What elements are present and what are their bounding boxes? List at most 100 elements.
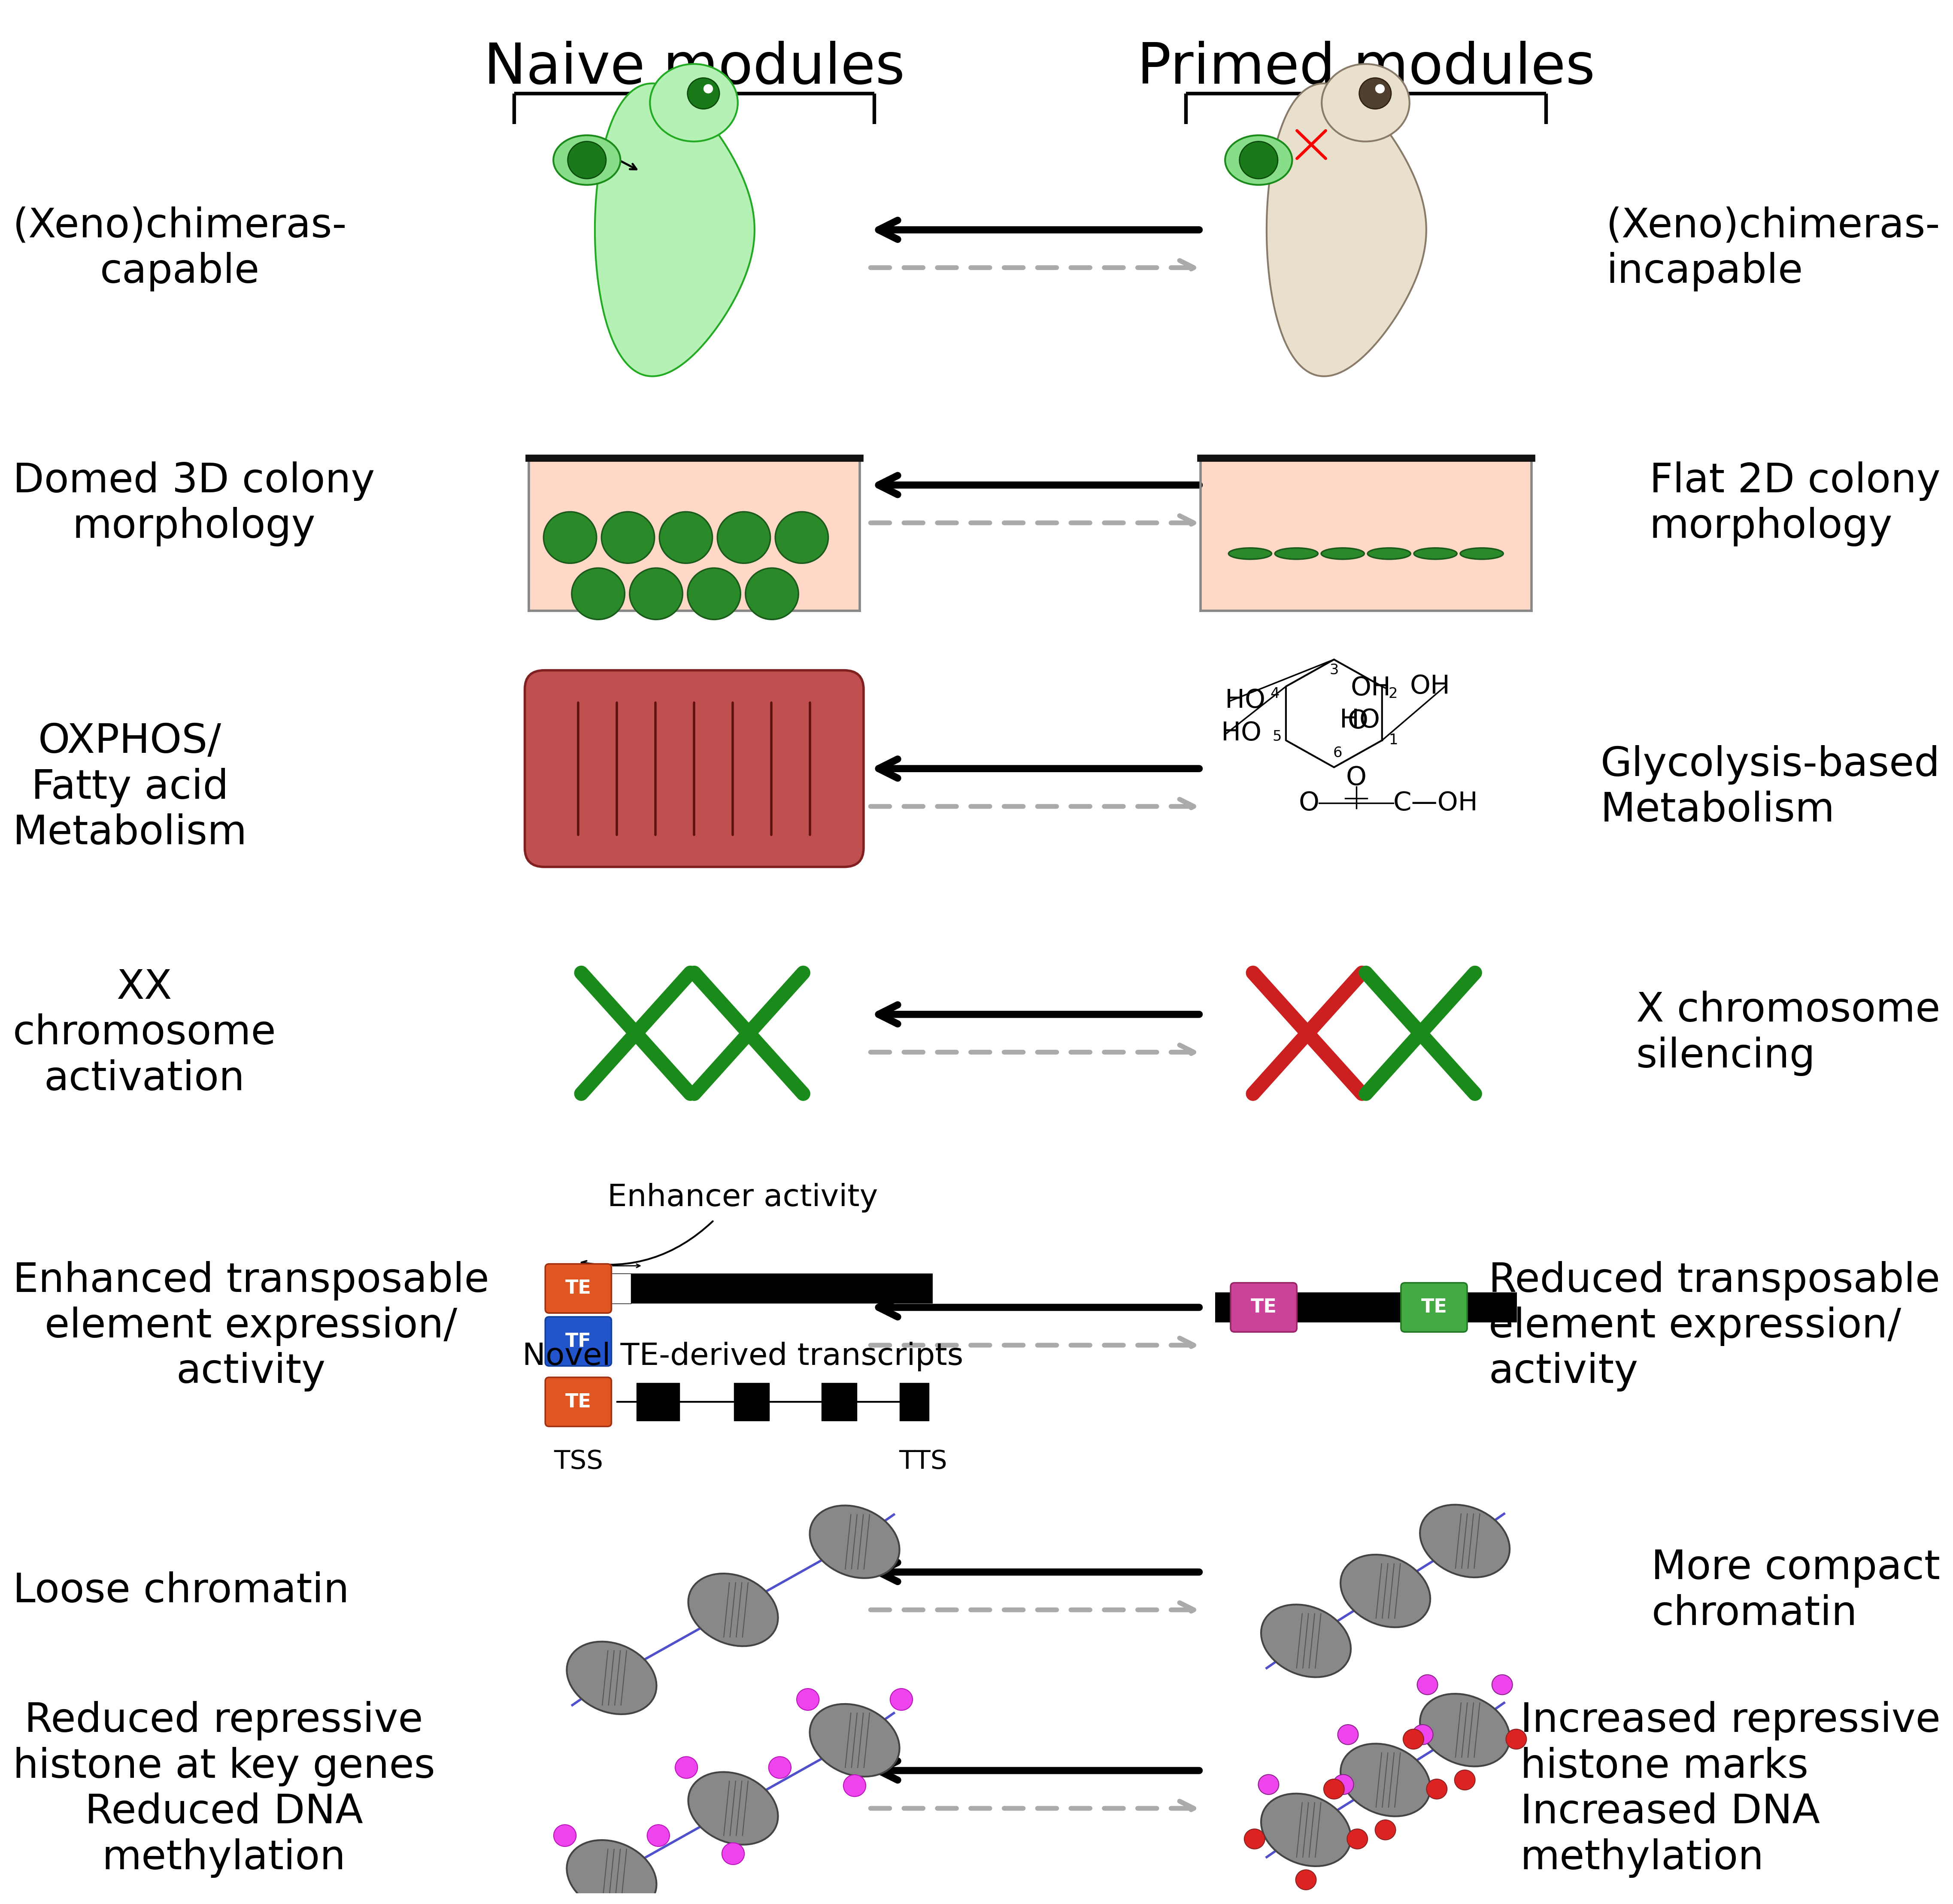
Text: OXPHOS/
Fatty acid
Metabolism: OXPHOS/ Fatty acid Metabolism	[14, 722, 248, 853]
Ellipse shape	[1262, 1794, 1351, 1866]
Circle shape	[1492, 1676, 1512, 1695]
Bar	[822, 1382, 857, 1420]
Text: HO: HO	[1340, 708, 1381, 733]
Text: TSS: TSS	[553, 1449, 603, 1474]
Ellipse shape	[566, 1641, 656, 1714]
Text: (Xeno)chimeras-
capable: (Xeno)chimeras- capable	[14, 206, 348, 291]
Ellipse shape	[1340, 1744, 1430, 1816]
Text: Primed modules: Primed modules	[1137, 40, 1596, 95]
Circle shape	[717, 512, 769, 564]
Text: HO: HO	[1221, 720, 1262, 746]
FancyBboxPatch shape	[1230, 1283, 1297, 1333]
Ellipse shape	[1414, 548, 1457, 560]
Ellipse shape	[1275, 548, 1318, 560]
Circle shape	[555, 1824, 576, 1847]
Circle shape	[627, 1024, 644, 1041]
Circle shape	[543, 512, 596, 564]
Bar	[553, 1274, 934, 1304]
Text: Reduced repressive
histone at key genes
Reduced DNA
methylation: Reduced repressive histone at key genes …	[14, 1700, 436, 1877]
Ellipse shape	[1420, 1504, 1510, 1577]
Circle shape	[1375, 84, 1385, 93]
Ellipse shape	[1367, 548, 1410, 560]
Circle shape	[687, 567, 740, 619]
Ellipse shape	[1322, 548, 1365, 560]
Polygon shape	[1267, 84, 1426, 377]
Text: Flat 2D colony
morphology: Flat 2D colony morphology	[1650, 461, 1939, 546]
Ellipse shape	[1225, 135, 1293, 185]
Circle shape	[1402, 1729, 1424, 1750]
Circle shape	[844, 1775, 865, 1797]
Ellipse shape	[650, 65, 738, 141]
Text: TE: TE	[1422, 1299, 1447, 1316]
FancyBboxPatch shape	[1201, 459, 1531, 611]
Circle shape	[1244, 1830, 1266, 1849]
Circle shape	[1258, 1775, 1279, 1794]
Text: X chromosome
silencing: X chromosome silencing	[1637, 990, 1939, 1076]
Text: 1: 1	[1389, 733, 1398, 748]
Circle shape	[1338, 1725, 1357, 1744]
Circle shape	[891, 1689, 912, 1710]
Ellipse shape	[553, 135, 621, 185]
Circle shape	[775, 512, 828, 564]
Ellipse shape	[1262, 1605, 1351, 1677]
Text: OH: OH	[1351, 676, 1391, 701]
Circle shape	[1299, 1024, 1316, 1041]
Bar	[734, 1382, 769, 1420]
Ellipse shape	[687, 1573, 777, 1647]
Text: TF: TF	[564, 1333, 592, 1350]
Text: O: O	[1299, 790, 1318, 815]
Circle shape	[1348, 1830, 1367, 1849]
Circle shape	[1426, 1778, 1447, 1799]
Bar	[1215, 1293, 1517, 1323]
Text: C—OH: C—OH	[1392, 790, 1478, 815]
Text: TE: TE	[1250, 1299, 1277, 1316]
Text: Reduced transposable
element expression/
activity: Reduced transposable element expression/…	[1488, 1260, 1939, 1392]
Bar	[596, 1274, 631, 1304]
Circle shape	[1295, 1870, 1316, 1891]
Circle shape	[1240, 141, 1277, 179]
Ellipse shape	[810, 1704, 900, 1776]
Polygon shape	[596, 84, 754, 377]
Bar	[637, 1382, 680, 1420]
Text: 3: 3	[1330, 663, 1338, 678]
Text: Domed 3D colony
morphology: Domed 3D colony morphology	[14, 461, 375, 546]
Text: O: O	[1346, 765, 1367, 790]
Circle shape	[723, 1843, 744, 1864]
Circle shape	[660, 512, 713, 564]
Text: Enhancer activity: Enhancer activity	[607, 1182, 879, 1213]
Circle shape	[572, 567, 625, 619]
Circle shape	[740, 1024, 758, 1041]
Circle shape	[1412, 1725, 1434, 1744]
Text: TE: TE	[564, 1279, 592, 1299]
Circle shape	[703, 84, 713, 93]
FancyBboxPatch shape	[529, 459, 859, 611]
Circle shape	[1412, 1024, 1430, 1041]
Text: 5: 5	[1273, 729, 1281, 744]
Text: TTS: TTS	[898, 1449, 947, 1474]
Text: Loose chromatin: Loose chromatin	[14, 1571, 350, 1611]
FancyBboxPatch shape	[525, 670, 863, 866]
Text: O: O	[1348, 708, 1369, 735]
FancyBboxPatch shape	[1400, 1283, 1467, 1333]
Text: TE: TE	[564, 1392, 592, 1411]
Text: 2: 2	[1389, 687, 1398, 701]
Circle shape	[1359, 78, 1391, 109]
Text: 4: 4	[1269, 687, 1279, 701]
Text: Increased repressive
histone marks
Increased DNA
methylation: Increased repressive histone marks Incre…	[1519, 1700, 1939, 1877]
FancyBboxPatch shape	[545, 1318, 611, 1365]
Text: OH: OH	[1410, 674, 1451, 699]
Circle shape	[687, 78, 719, 109]
Bar	[900, 1382, 930, 1420]
Circle shape	[1455, 1771, 1475, 1790]
FancyBboxPatch shape	[545, 1264, 611, 1314]
Circle shape	[1375, 1820, 1396, 1839]
FancyBboxPatch shape	[545, 1377, 611, 1426]
Circle shape	[602, 512, 654, 564]
Circle shape	[629, 567, 684, 619]
Ellipse shape	[1461, 548, 1504, 560]
Circle shape	[676, 1757, 697, 1778]
Text: (Xeno)chimeras-
incapable: (Xeno)chimeras- incapable	[1605, 206, 1939, 291]
Circle shape	[1324, 1778, 1344, 1799]
Text: 6: 6	[1334, 746, 1342, 760]
Text: HO: HO	[1225, 687, 1266, 714]
